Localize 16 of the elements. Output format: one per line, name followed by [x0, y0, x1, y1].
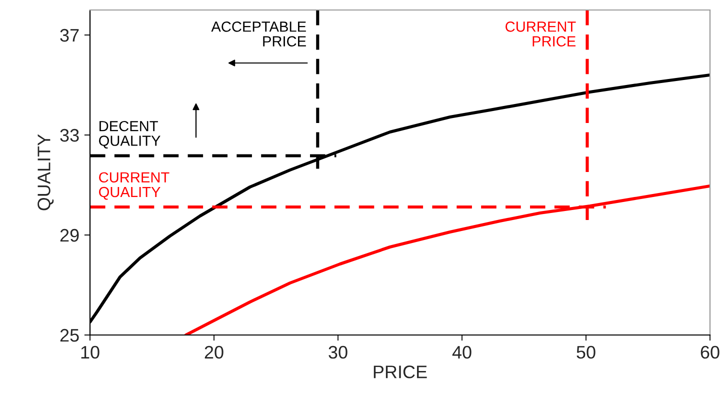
- ref-line-label: ACCEPTABLE PRICE: [211, 21, 306, 46]
- ref-line-label: CURRENT QUALITY: [99, 172, 170, 200]
- x-tick-label: 30: [328, 346, 348, 359]
- x-tick-label: 60: [700, 346, 720, 359]
- y-axis-title: QUALITY: [38, 134, 54, 210]
- x-tick-label: 10: [81, 346, 100, 359]
- x-tick-label: 40: [452, 346, 472, 359]
- y-tick-label: 33: [60, 128, 79, 142]
- ref-line-label: CURRENT PRICE: [506, 21, 576, 46]
- y-tick-label: 37: [60, 28, 79, 42]
- x-tick-label: 50: [576, 346, 596, 359]
- x-tick-label: 20: [204, 346, 224, 359]
- x-axis-title: PRICE: [374, 366, 427, 378]
- ref-line-label: DECENT QUALITY: [99, 120, 160, 149]
- y-tick-label: 29: [60, 228, 79, 242]
- y-tick-label: 25: [60, 328, 79, 342]
